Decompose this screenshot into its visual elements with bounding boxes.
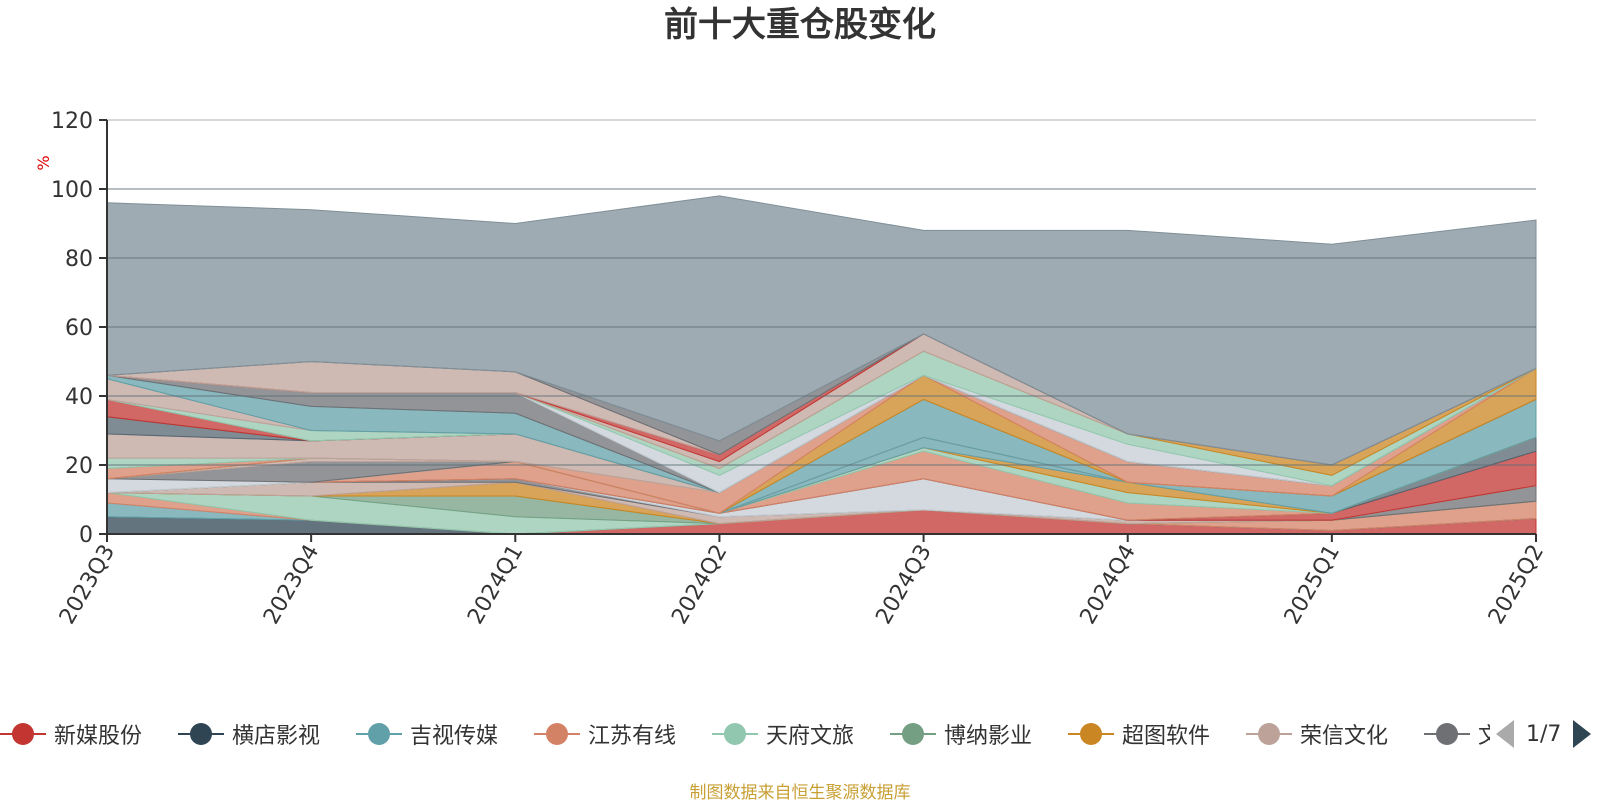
legend-marker-icon bbox=[534, 723, 580, 745]
legend: 新媒股份 横店影视 吉视传媒 江苏有线 天府文旅 博纳影业 超图软件 荣信文化 文 bbox=[0, 716, 1490, 752]
y-tick-label: 60 bbox=[65, 316, 93, 341]
legend-marker-icon bbox=[890, 723, 936, 745]
legend-label: 超图软件 bbox=[1122, 724, 1211, 749]
legend-marker-icon bbox=[0, 723, 46, 745]
legend-dot-icon bbox=[546, 723, 568, 745]
legend-dot-icon bbox=[902, 723, 924, 745]
legend-marker-icon bbox=[1246, 723, 1292, 745]
legend-label: 江苏有线 bbox=[588, 724, 677, 749]
legend-dot-icon bbox=[724, 723, 746, 745]
x-tick-label: 2024Q1 bbox=[463, 541, 528, 629]
legend-dot-icon bbox=[1080, 723, 1102, 745]
legend-label: 横店影视 bbox=[232, 724, 321, 749]
legend-item[interactable]: 横店影视 bbox=[178, 716, 320, 752]
legend-label: 文 bbox=[1478, 724, 1490, 749]
legend-item[interactable]: 天府文旅 bbox=[712, 716, 854, 752]
legend-dot-icon bbox=[368, 723, 390, 745]
legend-item[interactable]: 博纳影业 bbox=[890, 716, 1032, 752]
source-note: 制图数据来自恒生聚源数据库 bbox=[689, 783, 911, 803]
area-series-group bbox=[106, 195, 1537, 535]
legend-dot-icon bbox=[1436, 723, 1458, 745]
legend-marker-icon bbox=[356, 723, 402, 745]
legend-page-indicator: 1/7 bbox=[1526, 721, 1562, 747]
legend-marker-icon bbox=[1068, 723, 1114, 745]
y-tick-label: 80 bbox=[65, 247, 93, 272]
legend-item[interactable]: 新媒股份 bbox=[0, 716, 142, 752]
series-area-39 bbox=[106, 195, 1537, 466]
legend-label: 天府文旅 bbox=[766, 724, 855, 749]
legend-label: 吉视传媒 bbox=[410, 724, 499, 749]
legend-item[interactable]: 文 bbox=[1424, 716, 1490, 752]
y-tick-label: 100 bbox=[51, 178, 93, 203]
legend-item[interactable]: 吉视传媒 bbox=[356, 716, 498, 752]
legend-item[interactable]: 超图软件 bbox=[1068, 716, 1210, 752]
legend-prev-arrow-icon[interactable] bbox=[1496, 720, 1514, 748]
legend-label: 荣信文化 bbox=[1300, 724, 1389, 749]
x-tick-label: 2023Q3 bbox=[55, 541, 120, 629]
legend-marker-icon bbox=[712, 723, 758, 745]
chart-title: 前十大重仓股变化 bbox=[664, 5, 936, 45]
x-tick-label: 2023Q4 bbox=[259, 541, 324, 629]
x-tick-label: 2024Q4 bbox=[1076, 541, 1141, 629]
x-tick-label: 2025Q2 bbox=[1484, 541, 1549, 629]
legend-marker-icon bbox=[1424, 723, 1470, 745]
y-tick-label: 120 bbox=[51, 109, 93, 134]
legend-item[interactable]: 江苏有线 bbox=[534, 716, 676, 752]
x-tick-label: 2024Q2 bbox=[667, 541, 732, 629]
legend-marker-icon bbox=[178, 723, 224, 745]
x-tick-label: 2024Q3 bbox=[871, 541, 936, 629]
y-tick-label: 20 bbox=[65, 454, 93, 479]
legend-dot-icon bbox=[190, 723, 212, 745]
grid-lines bbox=[107, 119, 1536, 466]
legend-pager: 1/7 bbox=[1496, 716, 1592, 752]
legend-label: 新媒股份 bbox=[54, 724, 143, 749]
x-tick-label: 2025Q1 bbox=[1280, 541, 1345, 629]
y-axis-unit: % bbox=[34, 155, 53, 170]
legend-next-arrow-icon[interactable] bbox=[1573, 720, 1592, 748]
legend-item[interactable]: 荣信文化 bbox=[1246, 716, 1388, 752]
legend-dot-icon bbox=[12, 723, 34, 745]
legend-dot-icon bbox=[1258, 723, 1280, 745]
legend-label: 博纳影业 bbox=[944, 724, 1033, 749]
y-tick-label: 40 bbox=[65, 385, 93, 410]
area-chart: 0 20 40 60 80 100 120 2023Q3 2023Q4 2024Q1 2024Q2 2… bbox=[34, 109, 1549, 629]
y-tick-label: 0 bbox=[79, 523, 93, 548]
